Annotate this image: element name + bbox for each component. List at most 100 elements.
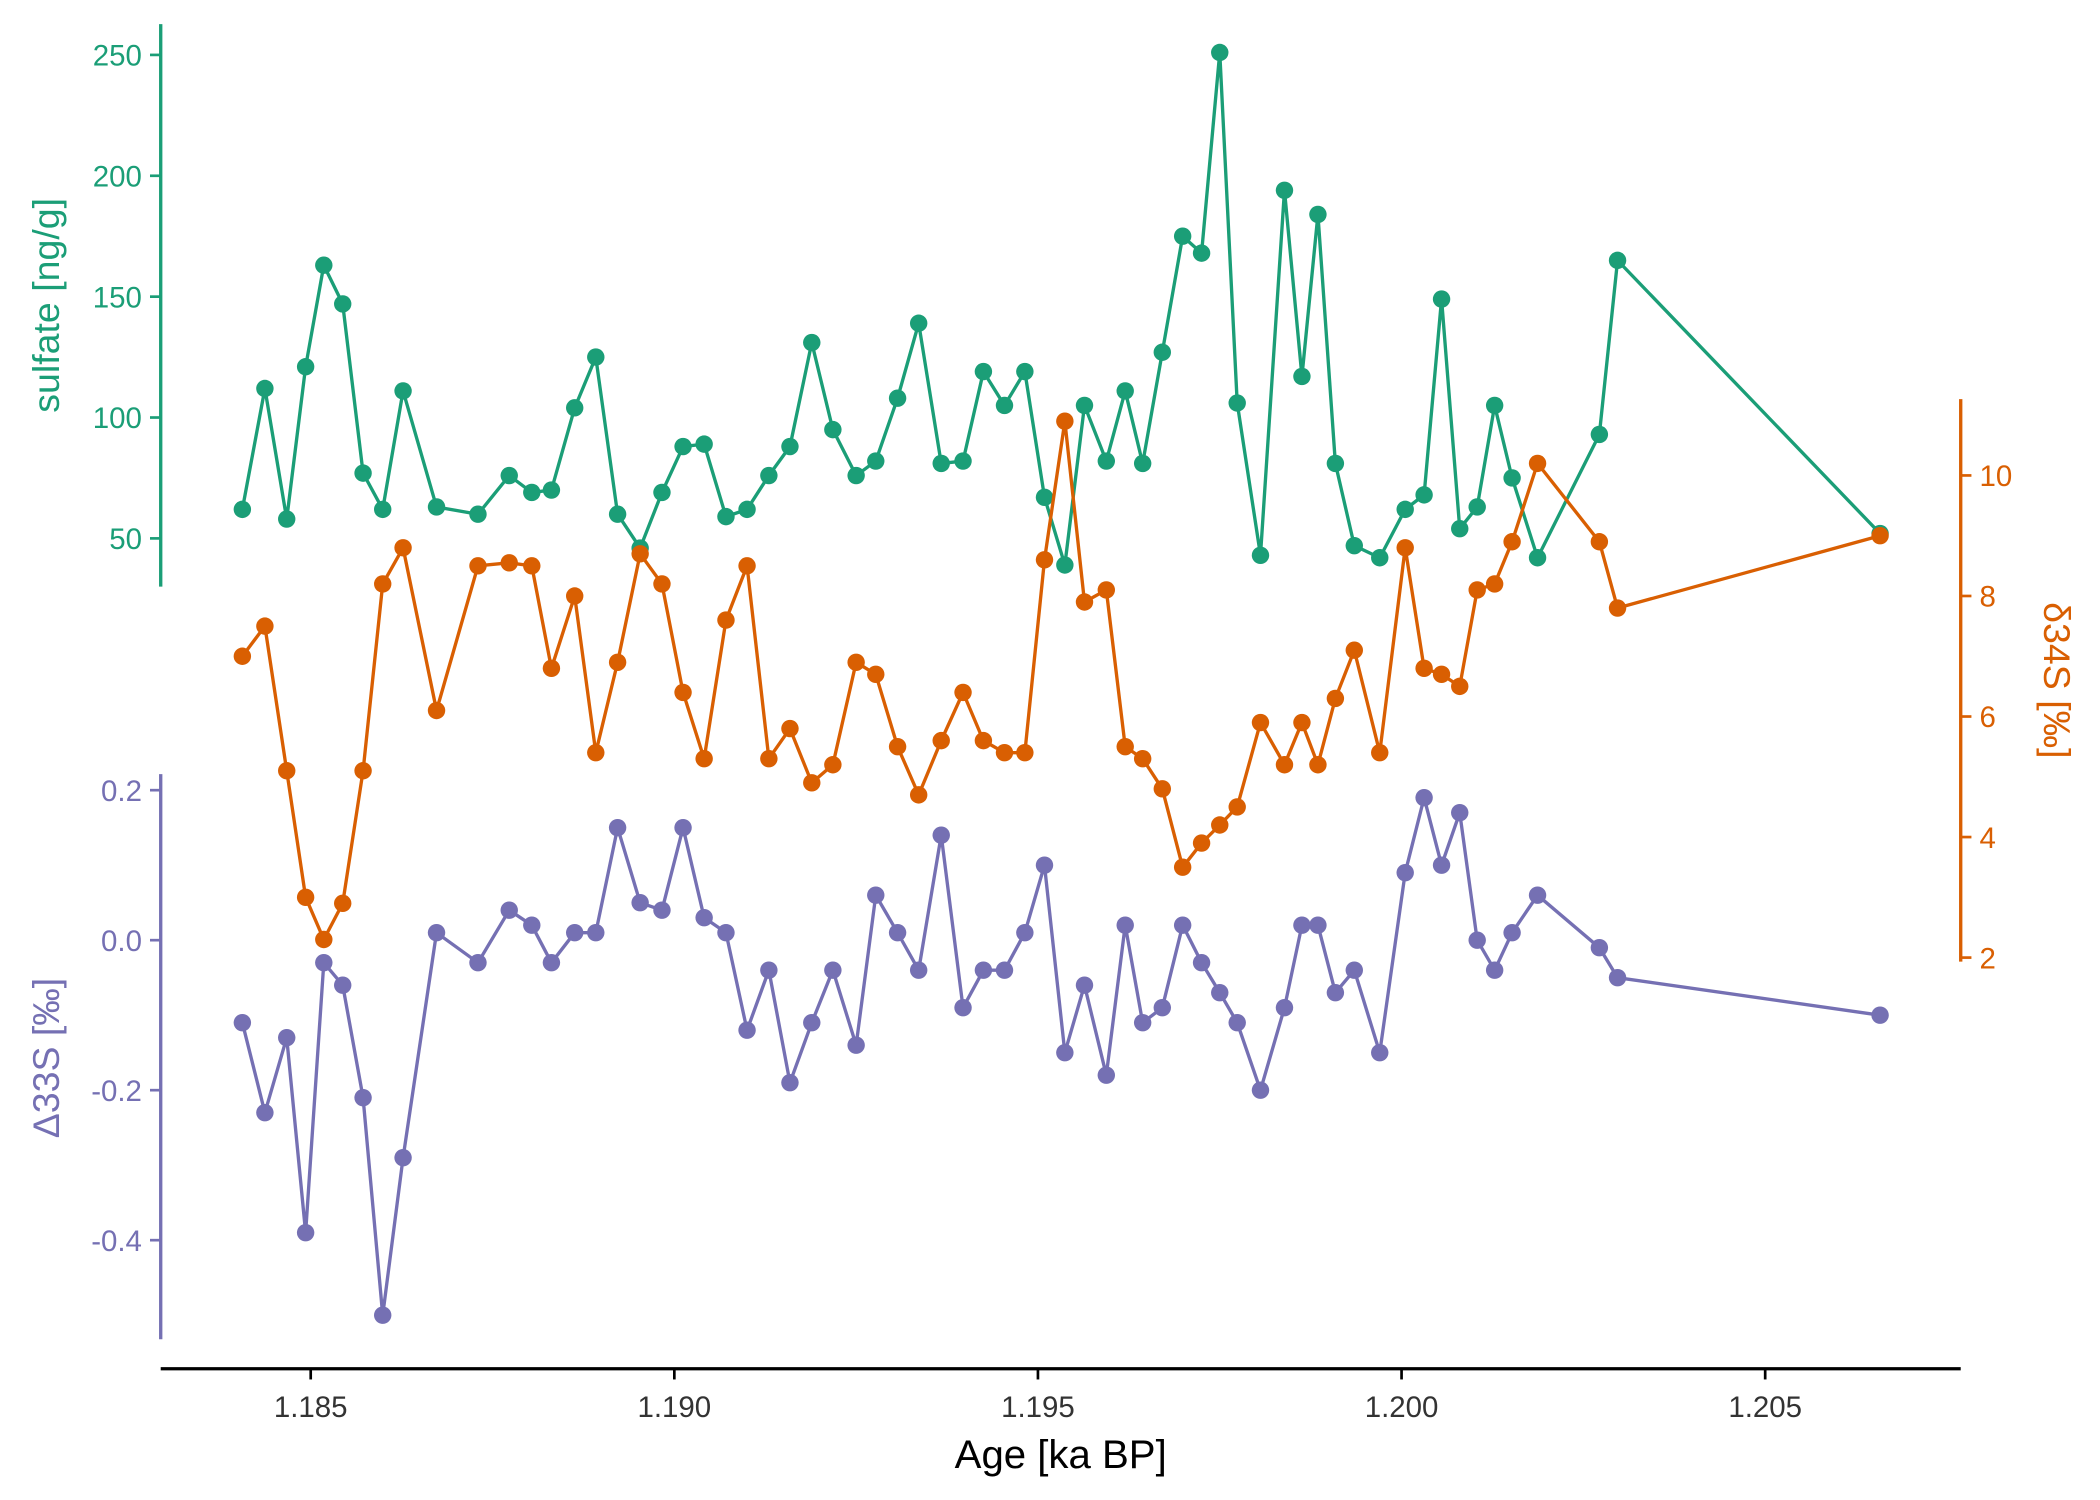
data-point-D33s — [542, 953, 561, 972]
data-point-sulfate — [256, 379, 274, 398]
data-point-d34s — [1608, 599, 1627, 617]
data-point-d34s — [1211, 816, 1229, 834]
data-point-sulfate — [1451, 520, 1469, 538]
data-point-sulfate — [1192, 244, 1211, 262]
data-point-D33s — [1503, 923, 1521, 942]
data-point-sulfate — [1035, 488, 1054, 507]
data-point-d34s — [1871, 527, 1889, 545]
data-point-sulfate — [500, 466, 518, 485]
data-point-D33s — [354, 1088, 372, 1107]
y-tick-label-d34s: 4 — [1979, 822, 1995, 855]
data-point-sulfate — [374, 500, 392, 519]
data-point-sulfate — [909, 314, 928, 332]
data-point-D33s — [888, 923, 907, 942]
data-point-sulfate — [1590, 425, 1609, 444]
data-point-D33s — [1228, 1013, 1246, 1032]
data-point-d34s — [1075, 593, 1094, 611]
data-point-D33s — [954, 998, 972, 1017]
data-point-D33s — [653, 901, 671, 919]
data-point-D33s — [1432, 856, 1451, 874]
data-point-sulfate — [296, 358, 315, 376]
data-point-d34s — [867, 665, 885, 684]
data-point-d34s — [1097, 581, 1116, 599]
series-line-d34s — [241, 419, 1881, 942]
data-point-D33s — [1371, 1043, 1389, 1062]
data-point-D33s — [1133, 1013, 1152, 1032]
data-point-d34s — [500, 554, 518, 572]
y-tick-label-sulfate: 250 — [93, 40, 142, 73]
data-point-D33s — [565, 923, 584, 942]
data-point-d34s — [1056, 412, 1074, 430]
data-point-d34s — [995, 743, 1014, 762]
data-point-d34s — [1251, 713, 1270, 732]
data-point-sulfate — [233, 500, 252, 519]
y-tick-label-d34s: 2 — [1979, 942, 1995, 975]
data-point-D33s — [1293, 916, 1311, 934]
data-point-d34s — [932, 731, 950, 750]
data-point-d34s — [1345, 641, 1363, 659]
data-point-sulfate — [717, 507, 735, 526]
data-point-D33s — [974, 961, 993, 979]
data-point-d34s — [315, 930, 333, 949]
data-point-d34s — [1468, 581, 1486, 599]
data-point-sulfate — [867, 452, 885, 470]
data-point-d34s — [847, 653, 865, 671]
data-point-sulfate — [1415, 486, 1433, 504]
data-point-D33s — [1035, 856, 1054, 874]
data-point-sulfate — [995, 396, 1014, 415]
data-point-sulfate — [523, 483, 541, 502]
data-point-D33s — [995, 961, 1014, 979]
data-point-D33s — [1451, 803, 1469, 822]
data-point-D33s — [1075, 976, 1094, 994]
axes: 1.185 1.190 1.195 1.200 1.205 50 100 150 200 250 2… — [91, 24, 2012, 1424]
data-point-sulfate — [278, 510, 296, 528]
data-point-d34s — [803, 774, 821, 792]
y-tick-label-D33s: 0.2 — [101, 775, 142, 808]
data-point-D33s — [909, 961, 928, 979]
data-point-d34s — [233, 647, 252, 665]
data-point-d34s — [631, 545, 649, 563]
data-point-D33s — [738, 1021, 756, 1039]
data-point-d34s — [888, 737, 907, 756]
data-point-sulfate — [738, 500, 756, 519]
data-point-d34s — [427, 701, 446, 720]
data-point-D33s — [1153, 998, 1172, 1017]
x-tick-label: 1.200 — [1365, 1391, 1439, 1424]
data-point-D33s — [1251, 1081, 1270, 1099]
data-point-d34s — [296, 888, 315, 907]
data-point-sulfate — [760, 466, 778, 485]
data-point-d34s — [469, 557, 487, 575]
x-axis-label: Age [ka BP] — [955, 1432, 1167, 1477]
data-point-d34s — [1309, 756, 1327, 774]
data-point-d34s — [1275, 756, 1294, 774]
data-point-D33s — [1345, 961, 1363, 979]
y-tick-label-D33s: 0.0 — [101, 925, 142, 958]
data-point-sulfate — [824, 420, 842, 439]
data-point-sulfate — [1133, 454, 1152, 473]
data-point-sulfate — [1503, 469, 1521, 487]
y-tick-label-sulfate: 50 — [109, 523, 142, 556]
data-point-D33s — [608, 818, 627, 837]
data-point-D33s — [867, 886, 885, 904]
data-point-sulfate — [932, 454, 950, 473]
data-point-D33s — [803, 1013, 821, 1032]
data-point-sulfate — [587, 348, 605, 366]
data-point-D33s — [587, 923, 605, 942]
data-point-d34s — [1228, 798, 1246, 816]
data-point-sulfate — [1396, 500, 1414, 519]
marks — [233, 43, 1889, 1324]
data-point-D33s — [278, 1028, 296, 1047]
data-point-D33s — [1415, 788, 1433, 807]
data-point-d34s — [1153, 780, 1172, 798]
data-point-sulfate — [1371, 549, 1389, 567]
data-point-D33s — [1173, 916, 1192, 934]
data-point-sulfate — [803, 333, 821, 352]
data-point-D33s — [1326, 983, 1345, 1002]
data-point-D33s — [296, 1223, 315, 1242]
data-point-D33s — [523, 916, 541, 934]
data-point-D33s — [781, 1073, 799, 1092]
x-tick-label: 1.190 — [637, 1391, 711, 1424]
data-point-sulfate — [1116, 382, 1134, 400]
y-tick-label-sulfate: 100 — [93, 402, 142, 435]
data-point-D33s — [631, 893, 649, 912]
